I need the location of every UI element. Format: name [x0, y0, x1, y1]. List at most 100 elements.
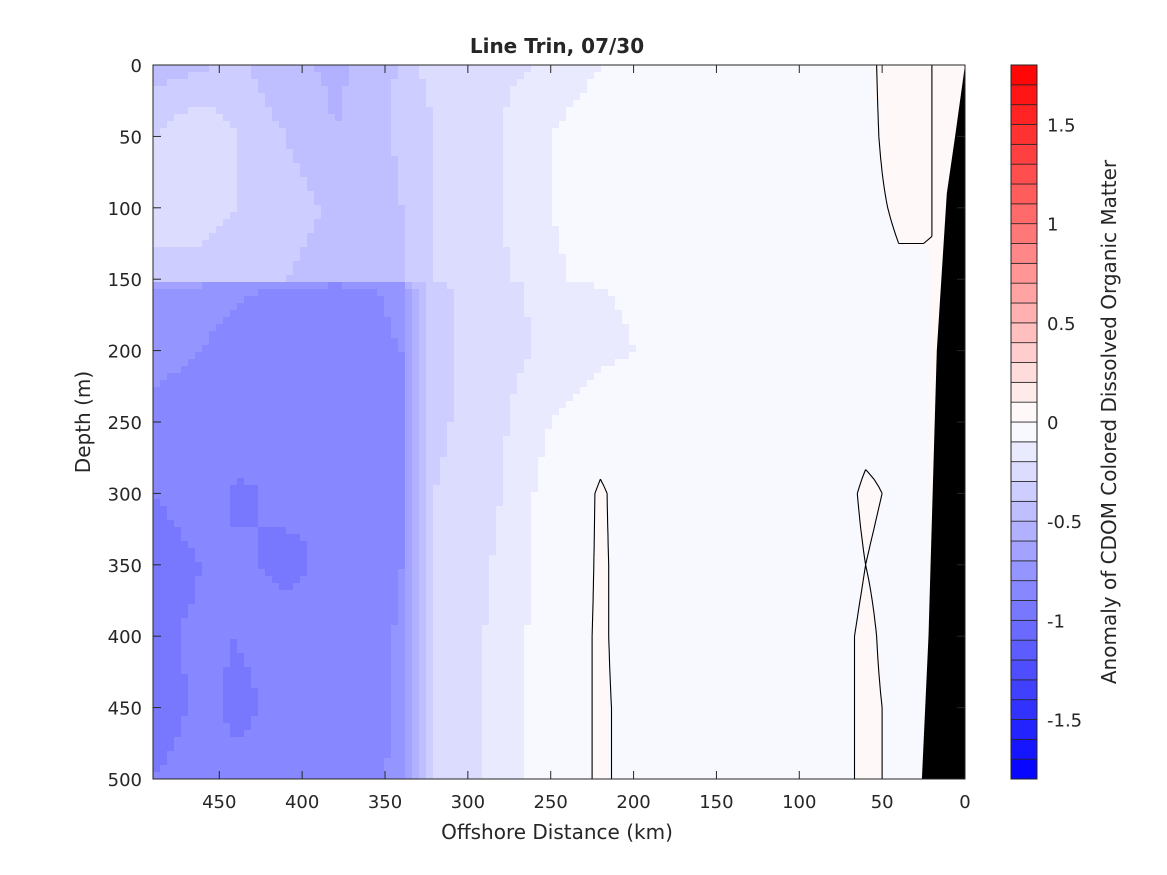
field-cell: [503, 100, 511, 108]
field-cell: [426, 93, 434, 101]
field-cell: [209, 247, 217, 255]
field-cell: [496, 282, 504, 290]
field-cell: [643, 240, 651, 248]
field-cell: [510, 198, 518, 206]
field-cell: [370, 282, 378, 290]
field-cell: [727, 345, 735, 353]
field-cell: [461, 359, 469, 367]
field-cell: [706, 191, 714, 199]
field-cell: [503, 156, 511, 164]
field-cell: [398, 338, 406, 346]
field-cell: [797, 79, 805, 87]
field-cell: [391, 142, 399, 150]
field-cell: [307, 282, 315, 290]
field-cell: [433, 79, 441, 87]
field-cell: [188, 296, 196, 304]
field-cell: [419, 345, 427, 353]
field-cell: [762, 226, 770, 234]
field-cell: [636, 149, 644, 157]
field-cell: [524, 310, 532, 318]
field-cell: [636, 156, 644, 164]
field-cell: [671, 184, 679, 192]
field-cell: [797, 100, 805, 108]
field-cell: [307, 93, 315, 101]
field-cell: [489, 212, 497, 220]
field-cell: [496, 359, 504, 367]
field-cell: [811, 156, 819, 164]
field-cell: [881, 275, 889, 283]
field-cell: [503, 65, 511, 73]
field-cell: [755, 170, 763, 178]
field-cell: [741, 359, 749, 367]
field-cell: [503, 226, 511, 234]
field-cell: [881, 331, 889, 339]
field-cell: [195, 156, 203, 164]
field-cell: [454, 121, 462, 129]
field-cell: [363, 65, 371, 73]
field-cell: [174, 226, 182, 234]
field-cell: [195, 72, 203, 80]
field-cell: [538, 247, 546, 255]
field-cell: [818, 184, 826, 192]
field-cell: [930, 254, 938, 262]
field-cell: [181, 198, 189, 206]
field-cell: [461, 170, 469, 178]
field-cell: [363, 121, 371, 129]
field-cell: [601, 303, 609, 311]
field-cell: [895, 163, 903, 171]
field-cell: [559, 310, 567, 318]
field-cell: [454, 212, 462, 220]
field-cell: [300, 184, 308, 192]
field-cell: [587, 86, 595, 94]
field-cell: [356, 233, 364, 241]
field-cell: [818, 191, 826, 199]
field-cell: [188, 310, 196, 318]
field-cell: [454, 135, 462, 143]
field-cell: [202, 289, 210, 297]
field-cell: [545, 86, 553, 94]
field-cell: [377, 303, 385, 311]
field-cell: [258, 240, 266, 248]
field-cell: [328, 310, 336, 318]
field-cell: [321, 247, 329, 255]
field-cell: [755, 317, 763, 325]
field-cell: [412, 233, 420, 241]
field-cell: [356, 72, 364, 80]
field-cell: [328, 198, 336, 206]
field-cell: [615, 93, 623, 101]
field-cell: [391, 135, 399, 143]
field-cell: [629, 219, 637, 227]
field-cell: [692, 261, 700, 269]
field-cell: [573, 219, 581, 227]
field-cell: [839, 261, 847, 269]
field-cell: [377, 240, 385, 248]
field-cell: [216, 170, 224, 178]
field-cell: [615, 156, 623, 164]
field-cell: [510, 191, 518, 199]
field-cell: [279, 226, 287, 234]
field-cell: [391, 170, 399, 178]
field-cell: [685, 177, 693, 185]
field-cell: [363, 212, 371, 220]
field-cell: [244, 177, 252, 185]
field-cell: [279, 170, 287, 178]
field-cell: [650, 142, 658, 150]
field-cell: [293, 191, 301, 199]
field-cell: [545, 184, 553, 192]
field-cell: [657, 135, 665, 143]
field-cell: [685, 121, 693, 129]
field-cell: [587, 289, 595, 297]
field-cell: [811, 359, 819, 367]
field-cell: [608, 205, 616, 213]
field-cell: [293, 338, 301, 346]
field-cell: [692, 296, 700, 304]
field-cell: [895, 177, 903, 185]
field-cell: [748, 114, 756, 122]
field-cell: [538, 345, 546, 353]
field-cell: [419, 247, 427, 255]
field-cell: [762, 142, 770, 150]
field-cell: [405, 226, 413, 234]
field-cell: [860, 324, 868, 332]
field-cell: [258, 170, 266, 178]
field-cell: [762, 352, 770, 360]
